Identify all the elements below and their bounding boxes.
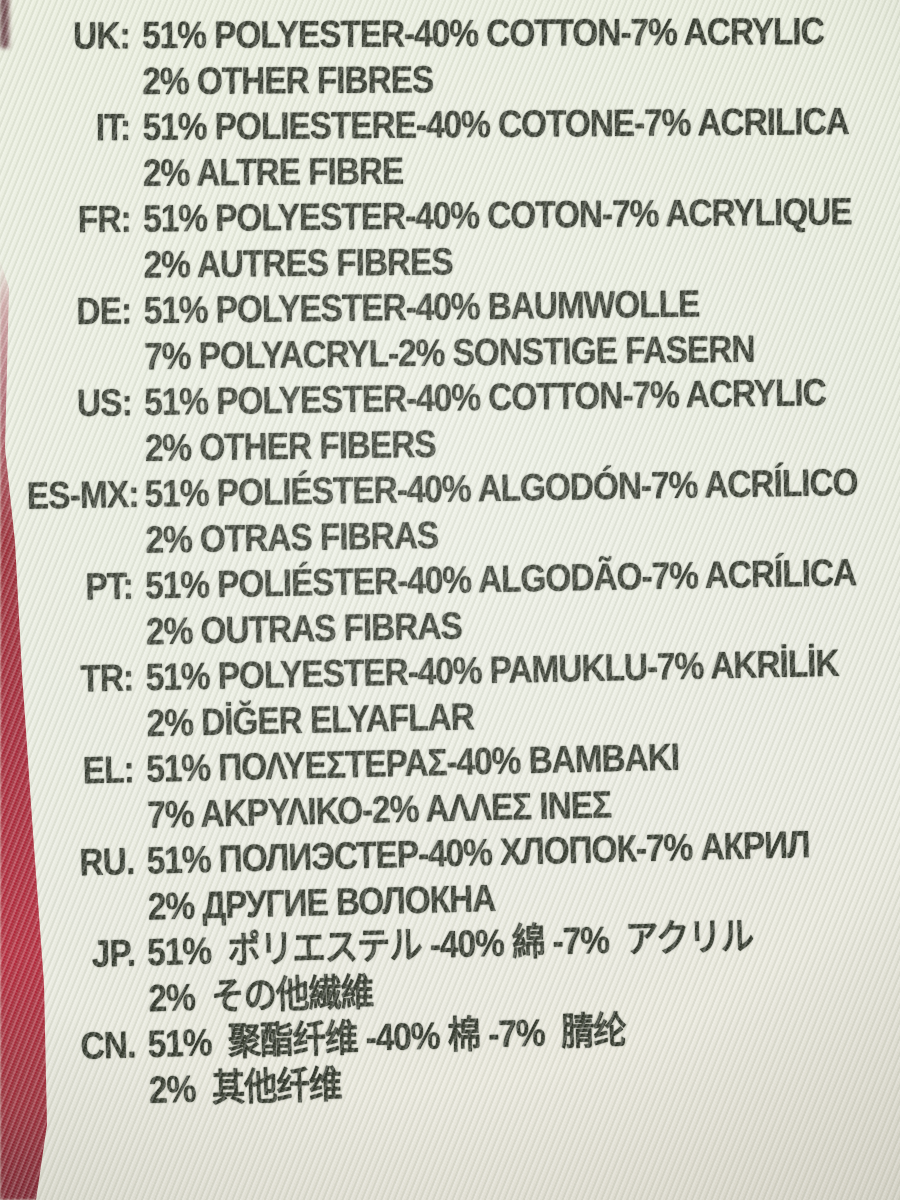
language-code: US:: [76, 382, 133, 426]
language-code: TR:: [79, 657, 134, 701]
composition-lines: 51% POLYESTER-40% PAMUKLU-7% AKRİLİK 2% …: [145, 640, 881, 747]
composition-line-1: 51% POLYESTER-40% BAUMWOLLE: [143, 283, 700, 333]
language-code: JP.: [91, 932, 136, 976]
composition-line-1: 51% POLIESTERE-40% COTONE-7% ACRILICA: [142, 101, 849, 149]
language-code: EL:: [82, 749, 135, 793]
language-code: ES-MX:: [26, 473, 139, 518]
label-row: US: 51% POLYESTER-40% COTTON-7% ACRYLIC …: [10, 369, 879, 474]
composition-line-2: 2% OTHER FIBRES: [142, 59, 434, 104]
composition-line-1: 51% POLYESTER-40% COTON-7% ACRYLIQUE: [142, 191, 852, 241]
language-code: RU.: [78, 840, 135, 885]
label-row: UK: 51% POLYESTER-40% COTTON-7% ACRYLIC …: [8, 9, 877, 106]
language-code: DE:: [76, 290, 132, 334]
label-row: IT: 51% POLIESTERE-40% COTONE-7% ACRILIC…: [8, 99, 877, 198]
composition-lines: 51% POLYESTER-40% BAUMWOLLE 7% POLYACRYL…: [143, 279, 878, 380]
composition-lines: 51% POLIESTERE-40% COTONE-7% ACRILICA 2%…: [142, 99, 877, 197]
label-row: ES-MX: 51% POLIÉSTER-40% ALGODÓN-7% ACRÍ…: [10, 460, 879, 566]
language-code: PT:: [84, 565, 134, 609]
language-code: FR:: [77, 198, 132, 242]
composition-line-2: 2% ALTRE FIBRE: [142, 150, 404, 195]
composition-lines: 51% POLYESTER-40% COTTON-7% ACRYLIC 2% O…: [144, 369, 879, 472]
language-code: IT:: [95, 107, 131, 150]
composition-lines: 51% POLYESTER-40% COTON-7% ACRYLIQUE 2% …: [143, 189, 878, 289]
language-code: CN.: [79, 1024, 137, 1069]
label-row: DE: 51% POLYESTER-40% BAUMWOLLE 7% POLYA…: [9, 279, 878, 382]
label-row: FR: 51% POLYESTER-40% COTON-7% ACRYLIQUE…: [9, 189, 878, 290]
composition-lines: 51% POLIÉSTER-40% ALGODÃO-7% ACRÍLICA 2%…: [145, 550, 881, 656]
composition-lines: 51% POLIÉSTER-40% ALGODÓN-7% ACRÍLICO 2%…: [144, 460, 879, 564]
language-code: UK:: [72, 15, 130, 58]
label-text-block: UK: 51% POLYESTER-40% COTTON-7% ACRYLIC …: [8, 9, 883, 1118]
composition-lines: 51% POLYESTER-40% COTTON-7% ACRYLIC 2% O…: [142, 9, 877, 105]
corner-shadow: [0, 0, 9, 48]
composition-line-1: 51% POLYESTER-40% COTTON-7% ACRYLIC: [142, 11, 824, 58]
